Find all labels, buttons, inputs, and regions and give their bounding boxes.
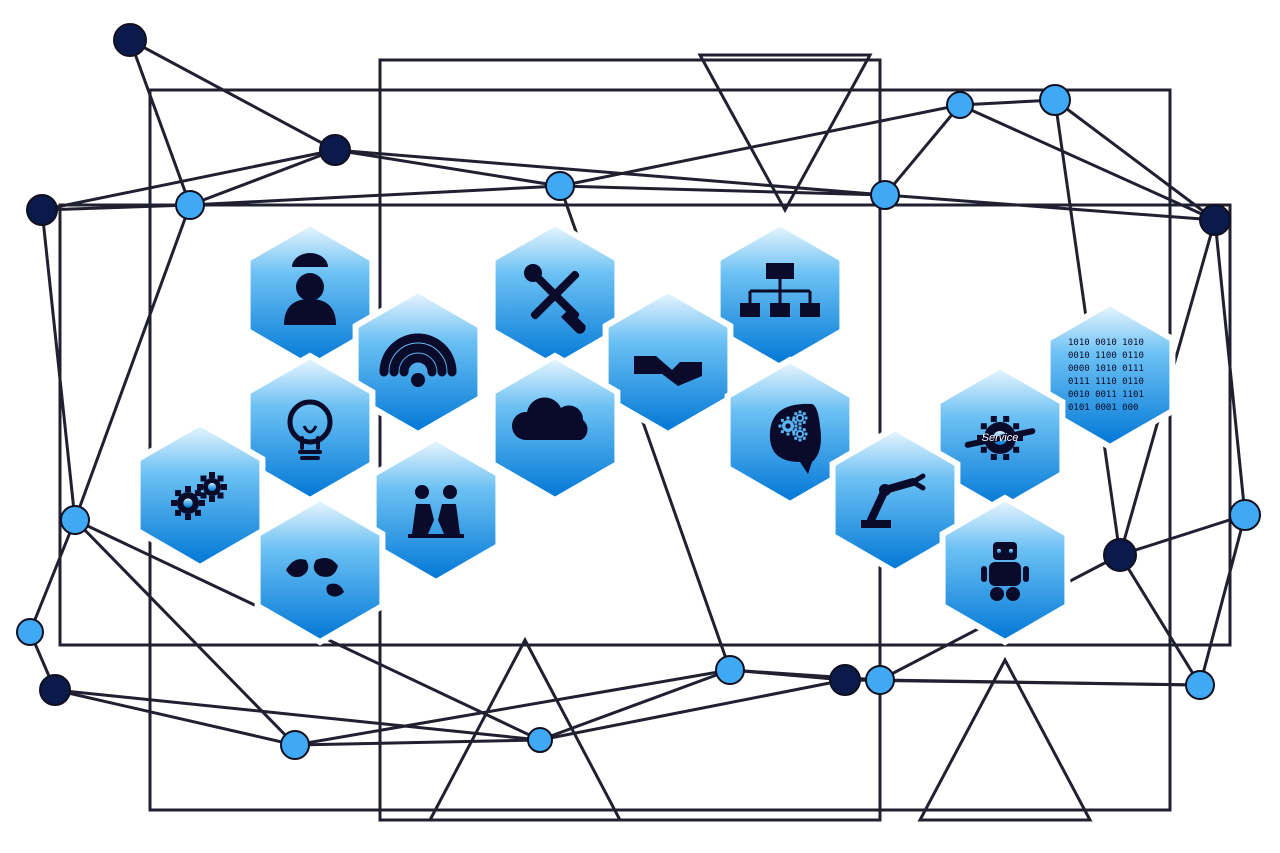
hex-worldmap [258,498,383,642]
node [17,619,43,645]
edge [540,680,845,740]
hex-tile [1048,303,1173,447]
hex-cloud [493,356,618,500]
binary-line: 0111 1110 0110 [1068,377,1144,387]
node [40,675,70,705]
binary-line: 0010 0011 1101 [1068,390,1144,400]
node [947,92,973,118]
binary-line: 0010 1100 0110 [1068,351,1144,361]
hex-tools [493,223,618,367]
node [114,24,146,56]
binary-line: 1010 0010 1010 [1068,338,1144,348]
node [176,191,204,219]
node [1200,205,1230,235]
node [528,728,552,752]
service-label: Service [982,432,1019,444]
hex-robot [943,498,1068,642]
hex-orgchart [718,223,843,367]
hex-gears [138,423,263,567]
node [1104,539,1136,571]
node [546,172,574,200]
edge [30,520,75,632]
hex-binary: 1010 0010 1010 0010 1100 0110 0000 1010 01… [1048,303,1173,447]
node [1040,85,1070,115]
edge [1200,515,1245,685]
edge [1120,555,1200,685]
edge [190,150,335,205]
node [871,181,899,209]
node [320,135,350,165]
industry-network-diagram: 1010 0010 1010 0010 1100 0110 0000 1010 01… [0,0,1280,853]
edge [335,150,560,186]
binary-line: 0101 0001 000 [1068,403,1138,413]
hex-handshake [606,290,731,434]
edge [540,670,730,740]
hex-tile [374,438,499,582]
node [27,195,57,225]
edge [1120,515,1245,555]
node [716,656,744,684]
hex-grid: 1010 0010 1010 0010 1100 0110 0000 1010 01… [138,223,1173,642]
node [281,731,309,759]
edge [130,40,335,150]
edge [190,186,560,205]
edge [295,670,730,745]
node [61,506,89,534]
edge [295,740,540,745]
node [830,665,860,695]
edge [55,690,295,745]
node [1230,500,1260,530]
hex-people [374,438,499,582]
node [1186,671,1214,699]
hex-tile [606,290,731,434]
binary-line: 0000 1010 0111 [1068,364,1144,374]
node [866,666,894,694]
